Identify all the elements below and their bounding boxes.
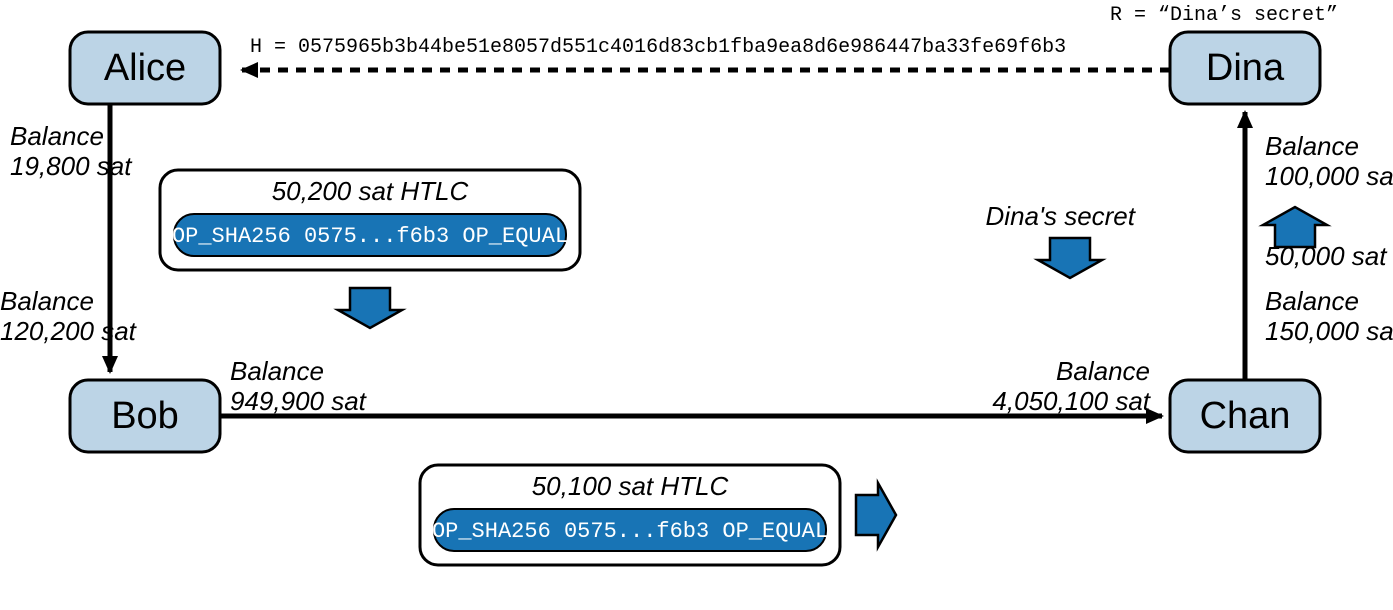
balance-label: Balance xyxy=(0,286,94,316)
dina-secret-arrow-icon xyxy=(1038,238,1102,278)
node-dina: Dina xyxy=(1170,32,1320,104)
hash-label: H = 0575965b3b44be51e8057d551c4016d83cb1… xyxy=(250,36,1066,59)
balance-value: 120,200 sat xyxy=(0,316,138,346)
node-label: Chan xyxy=(1200,395,1291,437)
node-chan: Chan xyxy=(1170,380,1320,452)
dina-secret-label: Dina's secret xyxy=(986,201,1137,231)
balance-label: Balance xyxy=(1265,131,1359,161)
node-label: Dina xyxy=(1206,47,1285,89)
htlc-title: 50,100 sat HTLC xyxy=(532,471,729,501)
secret-label: R = “Dina’s secret” xyxy=(1110,4,1338,27)
balance-label: Balance xyxy=(10,121,104,151)
balance-label: 949,900 sat xyxy=(230,386,368,416)
htlc-alice-bob: 50,200 sat HTLC OP_SHA256 0575...f6b3 OP_… xyxy=(160,170,580,270)
balance-value: 4,050,100 sat xyxy=(992,386,1151,416)
balance-value: 19,800 sat xyxy=(10,151,133,181)
node-alice: Alice xyxy=(70,32,220,104)
htlc-script: OP_SHA256 0575...f6b3 OP_EQUAL xyxy=(432,519,828,544)
node-label: Alice xyxy=(104,47,186,89)
htlc1-arrow-icon xyxy=(338,288,402,328)
balance-label: Balance xyxy=(1056,356,1150,386)
htlc-title: 50,200 sat HTLC xyxy=(272,176,469,206)
node-bob: Bob xyxy=(70,380,220,452)
htlc-script: OP_SHA256 0575...f6b3 OP_EQUAL xyxy=(172,224,568,249)
balance-label: Balance xyxy=(230,356,324,386)
htlc-bob-chan: 50,100 sat HTLC OP_SHA256 0575...f6b3 OP_… xyxy=(420,465,840,565)
balance-value: 100,000 sat xyxy=(1265,161,1393,191)
htlc2-arrow-icon xyxy=(856,483,896,547)
balance-value: 150,000 sat xyxy=(1265,316,1393,346)
node-label: Bob xyxy=(111,395,179,437)
balance-label: Balance xyxy=(1265,286,1359,316)
